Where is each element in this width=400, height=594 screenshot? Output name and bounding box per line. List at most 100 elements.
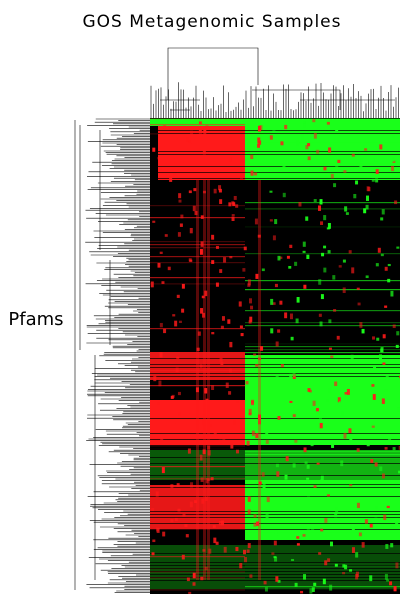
heatmap-cell	[307, 156, 311, 161]
heatmap-cell	[247, 509, 251, 515]
heatmap-cell	[178, 199, 182, 203]
heatmap-cell	[305, 145, 309, 150]
heatmap-cell	[364, 519, 368, 524]
heatmap-cell	[300, 590, 304, 594]
heatmap-cell	[388, 435, 392, 440]
heatmap-cell	[349, 484, 353, 487]
heatmap-cell	[215, 541, 219, 545]
heatmap-block	[245, 355, 400, 395]
heatmap-cell	[176, 356, 180, 359]
heatmap-cell	[265, 514, 269, 521]
heatmap-cell	[200, 308, 204, 314]
heatmap-cell	[158, 380, 162, 387]
heatmap-cell	[258, 357, 262, 360]
heatmap-cell	[366, 186, 370, 192]
heatmap-cell	[326, 494, 330, 497]
heatmap-cell	[289, 400, 293, 403]
heatmap-cell	[384, 388, 388, 392]
heatmap-cell	[265, 432, 269, 437]
heatmap-cell	[248, 298, 252, 304]
heatmap-stripe	[150, 370, 245, 372]
heatmap-cell	[398, 470, 400, 474]
heatmap-cell	[219, 357, 223, 362]
heatmap-stripe	[150, 247, 245, 249]
heatmap-cell	[204, 290, 208, 297]
heatmap-cell	[207, 478, 211, 482]
heatmap-cell	[318, 279, 322, 285]
heatmap-cell	[204, 496, 208, 502]
heatmap-cell	[245, 381, 249, 385]
heatmap-stripe	[150, 418, 400, 419]
heatmap-cell	[369, 575, 373, 582]
heatmap-cell	[218, 185, 222, 191]
heatmap-cell	[349, 569, 353, 572]
heatmap-cell	[274, 283, 278, 288]
heatmap-stripe	[150, 562, 400, 563]
heatmap-cell	[231, 214, 235, 217]
heatmap-stripe	[150, 244, 245, 246]
heatmap-cell	[349, 436, 353, 442]
heatmap-cell	[320, 479, 324, 484]
heatmap-stripe	[245, 289, 400, 291]
heatmap-cell	[235, 204, 239, 208]
heatmap-cell	[174, 320, 178, 327]
heatmap-cell	[209, 409, 213, 415]
heatmap-cell	[181, 283, 185, 289]
heatmap-cell	[211, 331, 215, 335]
heatmap-cell	[185, 137, 189, 142]
heatmap-cell	[201, 498, 205, 504]
heatmap-cell	[368, 169, 372, 172]
heatmap-cell	[186, 413, 190, 419]
heatmap-cell	[335, 165, 339, 170]
heatmap-cell	[356, 287, 360, 291]
heatmap-cell	[177, 232, 181, 237]
heatmap-cell	[181, 308, 185, 313]
heatmap-cell	[246, 549, 250, 553]
heatmap-cell	[344, 392, 348, 395]
heatmap-cell	[395, 562, 399, 569]
heatmap-cell	[358, 532, 362, 537]
heatmap-stripe	[245, 532, 400, 534]
heatmap-cell	[187, 448, 191, 454]
heatmap-cell	[185, 409, 189, 415]
heatmap-cell	[329, 584, 333, 591]
heatmap-cell	[221, 520, 225, 526]
heatmap-cell	[384, 266, 388, 271]
heatmap-cell	[313, 485, 317, 488]
heatmap-cell	[250, 170, 254, 176]
heatmap-cell	[269, 190, 273, 193]
heatmap-cell	[275, 374, 279, 377]
heatmap-cell	[255, 273, 259, 279]
heatmap-cell	[306, 477, 310, 480]
heatmap-cell	[253, 514, 257, 518]
heatmap-block	[150, 118, 400, 126]
heatmap-cell	[205, 478, 209, 484]
heatmap-cell	[344, 564, 348, 570]
heatmap-cell	[200, 576, 204, 581]
heatmap-cell	[192, 572, 196, 579]
heatmap-cell	[309, 412, 313, 417]
heatmap-cell	[270, 298, 274, 305]
heatmap-cell	[253, 353, 257, 356]
heatmap-cell	[334, 513, 338, 518]
heatmap-cell	[365, 402, 369, 408]
heatmap-cell	[207, 450, 211, 456]
heatmap-cell	[159, 352, 163, 358]
heatmap-cell	[200, 215, 204, 219]
heatmap-cell	[178, 320, 182, 324]
heatmap-stripe	[150, 211, 400, 212]
heatmap-cell	[258, 481, 262, 485]
heatmap-cell	[300, 134, 304, 140]
heatmap-stripe	[150, 568, 400, 569]
heatmap-cell	[192, 205, 196, 212]
heatmap-cell	[328, 347, 332, 350]
heatmap-stripe	[150, 283, 400, 284]
heatmap-cell	[219, 199, 223, 204]
heatmap-cell	[158, 406, 162, 411]
heatmap-cell	[373, 365, 377, 371]
heatmap-cell	[266, 496, 270, 503]
heatmap-stripe	[245, 349, 400, 351]
heatmap-cell	[291, 119, 295, 124]
heatmap-stripe	[150, 358, 400, 359]
heatmap-cell	[320, 294, 324, 300]
